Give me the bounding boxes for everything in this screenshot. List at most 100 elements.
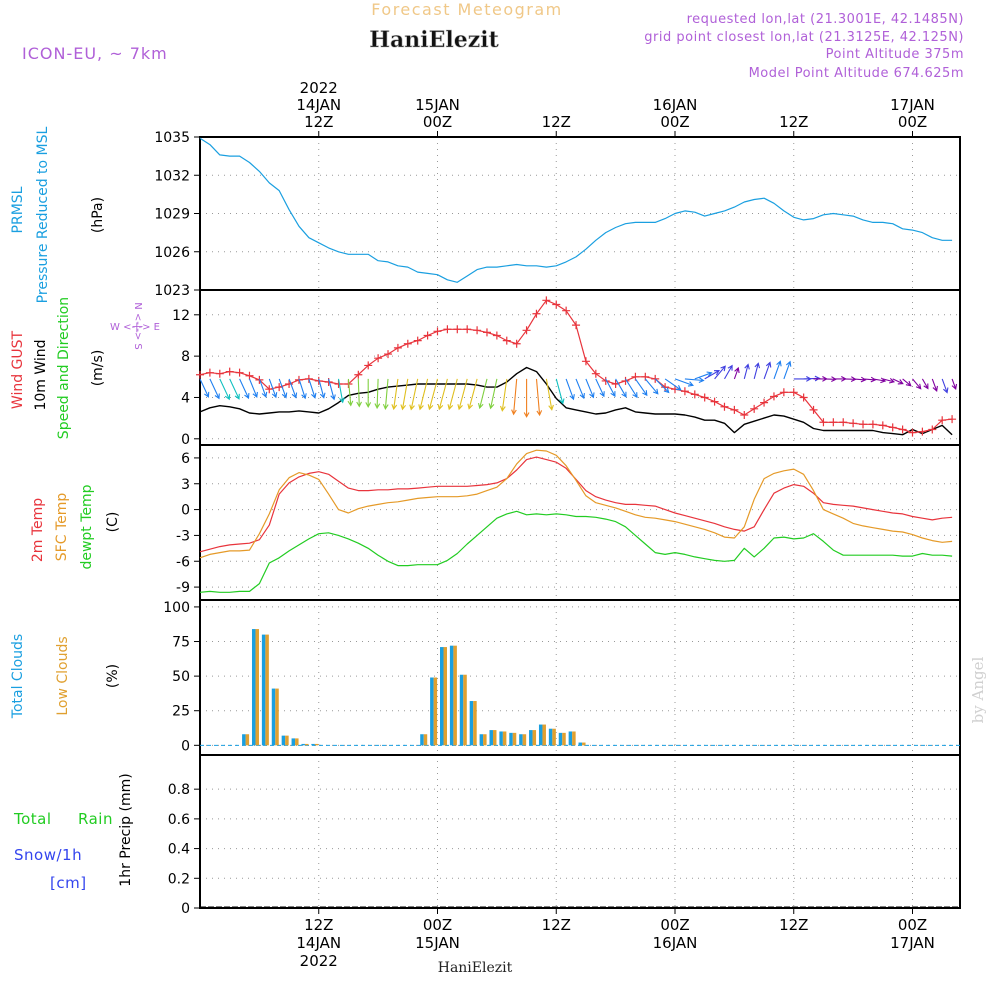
low-clouds-bar <box>453 645 457 746</box>
wind-direction-arrow <box>535 378 543 417</box>
wind-direction-arrow <box>783 360 792 380</box>
temperature-ytick-label: 3 <box>181 477 190 493</box>
wind-gust-marker <box>413 336 422 345</box>
wind-direction-arrow <box>523 378 530 418</box>
wind-gust-marker <box>621 376 630 385</box>
temp-2m-series-line <box>199 456 953 553</box>
wind-gust-marker <box>878 421 887 430</box>
wind-gust-marker <box>463 325 472 334</box>
top-time-label: 2022 <box>300 79 338 97</box>
pressure-ytick-label: 1023 <box>154 283 190 299</box>
total-clouds-bar <box>459 674 464 746</box>
wind-10m-series-line <box>199 366 953 436</box>
wind-direction-arrow <box>239 378 250 400</box>
wind-gust-marker <box>522 326 531 335</box>
model-label: ICON-EU, ~ 7km <box>22 44 168 63</box>
low-clouds-bar <box>275 688 279 746</box>
wind-direction-arrow <box>773 360 782 380</box>
grid-point-coords: grid point closest lon,lat (21.3125E, 42… <box>644 30 964 45</box>
wind-gust-marker <box>720 402 729 411</box>
total-clouds-bar <box>489 730 493 746</box>
wind-direction-arrow <box>654 378 670 394</box>
wind-gust-marker <box>829 418 838 427</box>
bottom-station: HaniElezit <box>438 960 513 976</box>
wind-direction-arrow <box>595 378 605 398</box>
top-time-label: 00Z <box>423 113 452 131</box>
precip-label-snow: Snow/1h <box>14 846 82 864</box>
wind-direction-arrow <box>298 378 307 400</box>
wind-gust-marker <box>740 411 749 420</box>
precipitation-ytick-label: 0.2 <box>168 871 190 887</box>
wind-direction-arrow <box>872 377 887 384</box>
wind-label-10m: 10m Wind <box>33 339 49 410</box>
wind-gust-marker <box>196 370 204 379</box>
wind-direction-arrow <box>664 378 682 391</box>
precip-label-total: Total <box>13 810 52 828</box>
wind-direction-arrow <box>400 378 409 411</box>
total-clouds-bar <box>449 645 454 746</box>
precipitation-ytick-label: 0.4 <box>168 842 190 858</box>
total-clouds-bar <box>242 734 246 746</box>
pressure-series-line <box>199 137 953 283</box>
wind-direction-arrow <box>585 378 595 399</box>
wind-direction-arrow <box>288 378 298 399</box>
wind-ytick-label: 12 <box>172 308 190 324</box>
wind-direction-arrow <box>753 362 761 380</box>
low-clouds-bar <box>285 735 289 746</box>
bottom-time-label: 12Z <box>542 916 571 934</box>
wind-gust-marker <box>542 296 551 305</box>
precipitation-ytick-label: 0.6 <box>168 812 190 828</box>
wind-gust-marker <box>433 327 442 336</box>
wind-gust-marker <box>651 374 660 383</box>
total-clouds-bar <box>538 724 543 746</box>
pressure-ytick-label: 1026 <box>154 245 190 261</box>
top-time-label: 14JAN <box>296 96 341 114</box>
low-clouds-bar <box>433 677 438 746</box>
temp-sfc-series-line <box>199 449 953 559</box>
top-time-label: 12Z <box>779 113 808 131</box>
wind-direction-arrow <box>912 378 922 390</box>
wind-ytick-label: 0 <box>181 432 190 448</box>
wind-direction-arrow <box>644 378 659 395</box>
total-clouds-bar <box>420 734 424 746</box>
wind-gust-marker <box>393 343 402 352</box>
wind-direction-arrow <box>467 378 478 410</box>
wind-direction-arrow <box>882 378 896 384</box>
wind-direction-arrow <box>511 378 518 416</box>
precipitation-frame <box>199 754 961 909</box>
wind-direction-arrow <box>634 378 648 397</box>
top-time-label: 12Z <box>542 113 571 131</box>
wind-gust-marker <box>502 336 511 345</box>
low-clouds-bar <box>295 738 299 746</box>
wind-direction-arrow <box>931 378 938 392</box>
wind-direction-arrow <box>625 378 638 399</box>
wind-gust-marker <box>492 331 501 340</box>
pressure-label-msl: Pressure Reduced to MSL <box>35 126 51 303</box>
temperature-frame <box>199 444 961 601</box>
total-clouds-bar <box>311 743 315 746</box>
wind-direction-arrow <box>714 365 726 380</box>
clouds-ytick-label: 0 <box>181 738 190 754</box>
total-clouds-bar <box>479 734 484 746</box>
bottom-time-label: 00Z <box>660 916 689 934</box>
wind-gust-marker <box>601 376 610 385</box>
wind-direction-arrow <box>684 377 705 384</box>
wind-gust-marker <box>819 418 828 427</box>
top-time-label: 12Z <box>304 113 333 131</box>
total-clouds-bar <box>301 743 305 746</box>
wind-gust-marker <box>750 404 759 413</box>
wind-gust-marker <box>918 427 927 436</box>
wind-direction-arrow <box>199 378 210 398</box>
total-clouds-bar <box>578 742 583 746</box>
total-clouds-bar <box>469 701 474 746</box>
low-clouds-bar <box>552 728 556 746</box>
wind-gust-marker <box>700 393 709 402</box>
wind-gust-marker <box>799 393 808 402</box>
total-clouds-bar <box>519 734 523 746</box>
watermark: by Angel <box>969 656 987 723</box>
wind-gust-marker <box>364 361 373 370</box>
wind-direction-arrow <box>477 378 488 410</box>
low-clouds-bar <box>582 742 586 746</box>
temp-label-sfc: SFC Temp <box>54 493 70 562</box>
